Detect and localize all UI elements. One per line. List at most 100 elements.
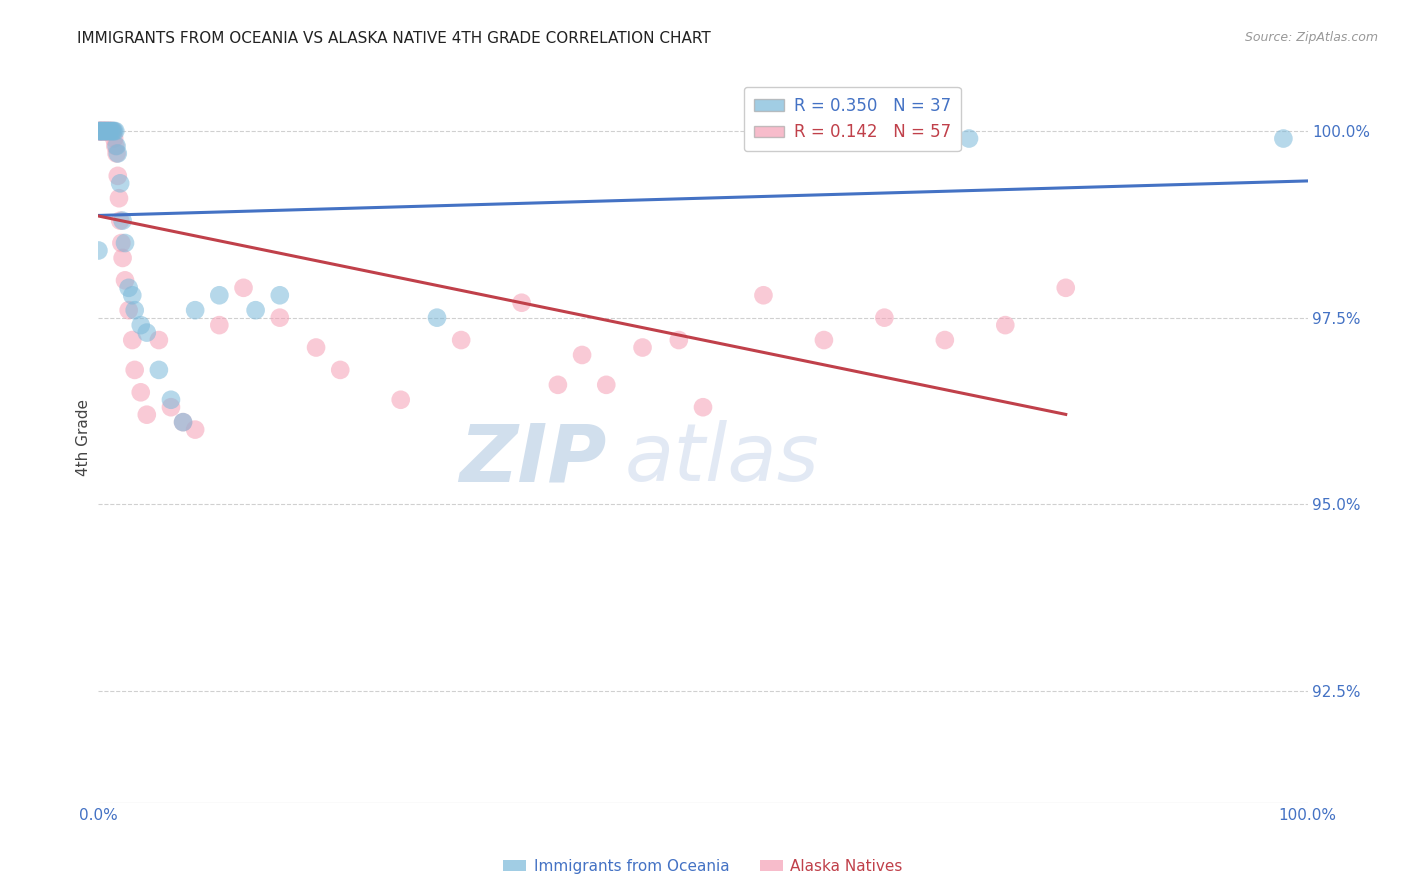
Point: [148, 333, 170, 347]
Point: [631, 341, 654, 355]
Point: [329, 363, 352, 377]
Point: [1272, 131, 1295, 145]
Point: [97, 124, 120, 138]
Point: [89, 124, 111, 138]
Point: [269, 310, 291, 325]
Y-axis label: 4th Grade: 4th Grade: [76, 399, 91, 475]
Text: atlas: atlas: [624, 420, 820, 498]
Point: [91, 124, 114, 138]
Point: [208, 318, 231, 332]
Point: [98, 124, 121, 138]
Point: [129, 385, 152, 400]
Point: [172, 415, 194, 429]
Point: [101, 124, 124, 138]
Point: [121, 288, 143, 302]
Point: [108, 213, 131, 227]
Point: [100, 124, 122, 138]
Point: [269, 288, 291, 302]
Point: [114, 273, 136, 287]
Point: [89, 124, 111, 138]
Point: [389, 392, 412, 407]
Point: [160, 392, 183, 407]
Point: [104, 124, 127, 138]
Point: [91, 124, 114, 138]
Point: [90, 124, 112, 138]
Point: [245, 303, 267, 318]
Point: [873, 310, 896, 325]
Point: [96, 124, 118, 138]
Point: [426, 310, 449, 325]
Point: [107, 146, 129, 161]
Point: [101, 124, 124, 138]
Point: [91, 124, 114, 138]
Point: [87, 124, 110, 138]
Point: [668, 333, 690, 347]
Point: [89, 124, 111, 138]
Point: [118, 281, 141, 295]
Point: [98, 124, 121, 138]
Point: [98, 124, 121, 138]
Point: [135, 408, 157, 422]
Point: [91, 124, 114, 138]
Point: [108, 191, 131, 205]
Point: [752, 288, 775, 302]
Point: [121, 333, 143, 347]
Point: [90, 124, 112, 138]
Point: [94, 124, 117, 138]
Point: [547, 377, 569, 392]
Point: [91, 124, 114, 138]
Point: [108, 177, 131, 191]
Point: [111, 213, 134, 227]
Point: [103, 131, 125, 145]
Point: [107, 169, 129, 183]
Point: [510, 295, 533, 310]
Point: [104, 139, 127, 153]
Point: [93, 124, 115, 138]
Point: [100, 124, 122, 138]
Text: IMMIGRANTS FROM OCEANIA VS ALASKA NATIVE 4TH GRADE CORRELATION CHART: IMMIGRANTS FROM OCEANIA VS ALASKA NATIVE…: [77, 31, 711, 46]
Point: [87, 244, 110, 258]
Point: [124, 303, 146, 318]
Point: [571, 348, 593, 362]
Point: [100, 124, 122, 138]
Point: [813, 333, 835, 347]
Text: Source: ZipAtlas.com: Source: ZipAtlas.com: [1244, 31, 1378, 45]
Point: [103, 124, 125, 138]
Point: [93, 124, 115, 138]
Point: [160, 401, 183, 415]
Point: [96, 124, 118, 138]
Point: [110, 235, 132, 250]
Point: [305, 341, 328, 355]
Point: [93, 124, 115, 138]
Point: [105, 139, 128, 153]
Point: [96, 124, 118, 138]
Point: [90, 124, 112, 138]
Point: [135, 326, 157, 340]
Point: [184, 423, 207, 437]
Legend: Immigrants from Oceania, Alaska Natives: Immigrants from Oceania, Alaska Natives: [498, 853, 908, 880]
Point: [94, 124, 117, 138]
Point: [172, 415, 194, 429]
Point: [752, 131, 775, 145]
Point: [114, 235, 136, 250]
Point: [208, 288, 231, 302]
Point: [184, 303, 207, 318]
Point: [105, 146, 128, 161]
Point: [450, 333, 472, 347]
Point: [124, 363, 146, 377]
Point: [111, 251, 134, 265]
Point: [118, 303, 141, 318]
Point: [692, 401, 714, 415]
Point: [934, 333, 956, 347]
Point: [89, 124, 111, 138]
Point: [595, 377, 617, 392]
Text: ZIP: ZIP: [458, 420, 606, 498]
Point: [994, 318, 1017, 332]
Point: [148, 363, 170, 377]
Point: [1054, 281, 1077, 295]
Point: [957, 131, 980, 145]
Point: [232, 281, 254, 295]
Legend: R = 0.350   N = 37, R = 0.142   N = 57: R = 0.350 N = 37, R = 0.142 N = 57: [744, 87, 960, 152]
Point: [129, 318, 152, 332]
Point: [100, 124, 122, 138]
